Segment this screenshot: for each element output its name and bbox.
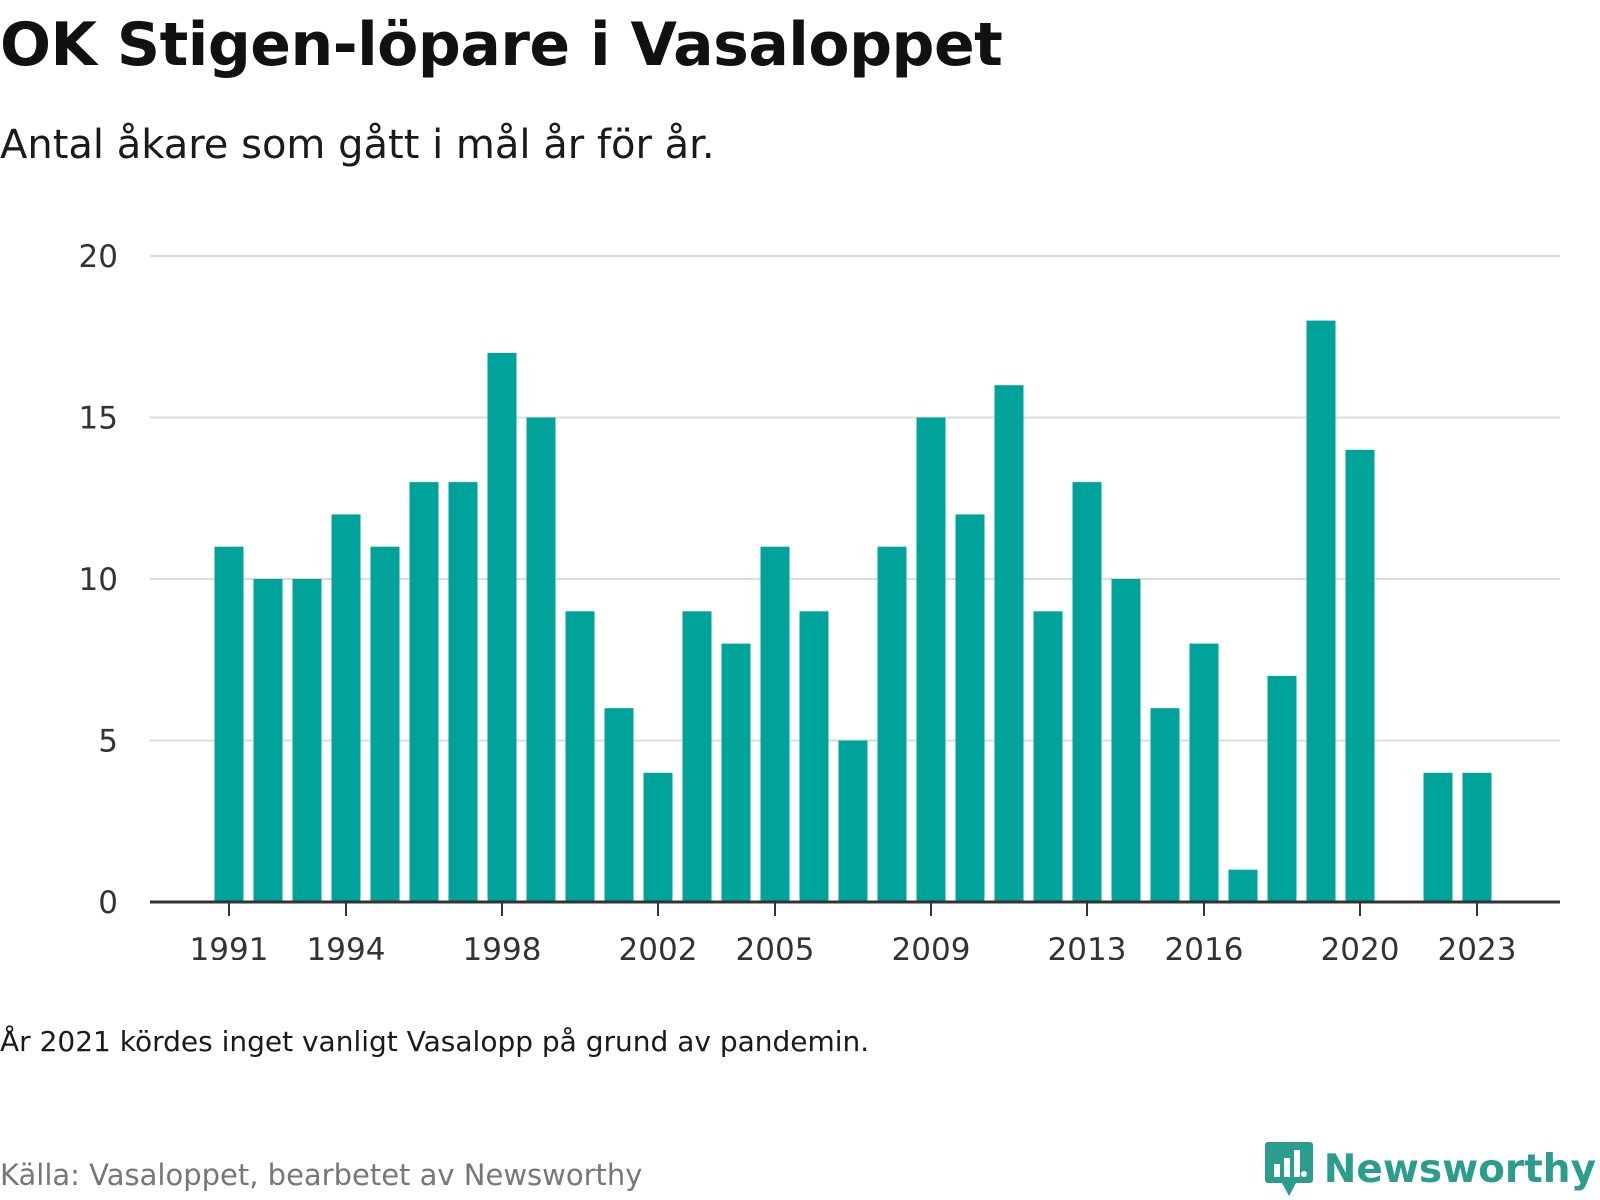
bar-2008 [877, 546, 907, 902]
x-tick-label-2016: 2016 [1165, 932, 1244, 960]
bar-1991 [214, 546, 244, 902]
bar-1999 [526, 417, 556, 902]
bar-2014 [1111, 579, 1141, 902]
bar-2023 [1462, 772, 1492, 902]
bar-2020 [1345, 449, 1375, 902]
newsworthy-logo: Newsworthy [1264, 1140, 1596, 1198]
y-tick-label-5: 5 [98, 724, 118, 760]
bar-2015 [1150, 708, 1180, 902]
y-tick-label-15: 15 [79, 401, 118, 437]
bar-2011 [994, 385, 1024, 902]
x-tick-label-2020: 2020 [1321, 932, 1400, 960]
x-tick-label-1998: 1998 [463, 932, 542, 960]
bar-1993 [292, 579, 322, 902]
logo-text: Newsworthy [1323, 1146, 1596, 1192]
bar-2012 [1033, 611, 1063, 902]
x-tick-label-2023: 2023 [1438, 932, 1517, 960]
bar-2007 [838, 740, 868, 902]
bar-2001 [604, 708, 634, 902]
bar-2018 [1267, 675, 1297, 902]
chart-subtitle: Antal åkare som gått i mål år för år. [0, 122, 715, 168]
bar-2009 [916, 417, 946, 902]
bar-2013 [1072, 482, 1102, 902]
bar-2006 [799, 611, 829, 902]
newsworthy-logo-icon [1264, 1142, 1313, 1196]
chart-title: OK Stigen-löpare i Vasaloppet [0, 10, 1003, 80]
x-tick-label-2013: 2013 [1048, 932, 1127, 960]
bar-2010 [955, 514, 985, 902]
bar-2005 [760, 546, 790, 902]
bar-2004 [721, 643, 751, 902]
x-tick-label-2002: 2002 [619, 932, 698, 960]
bar-2003 [682, 611, 712, 902]
bar-1992 [253, 579, 283, 902]
x-tick-label-2009: 2009 [892, 932, 971, 960]
bar-1995 [370, 546, 400, 902]
source-text: Källa: Vasaloppet, bearbetet av Newswort… [0, 1158, 643, 1192]
x-tick-label-2005: 2005 [736, 932, 815, 960]
x-tick-label-1994: 1994 [307, 932, 386, 960]
bar-2016 [1189, 643, 1219, 902]
x-tick-label-1991: 1991 [190, 932, 269, 960]
y-tick-label-0: 0 [98, 885, 118, 921]
bar-1994 [331, 514, 361, 902]
footnote: År 2021 kördes inget vanligt Vasalopp på… [0, 1025, 870, 1058]
y-tick-label-20: 20 [79, 239, 118, 275]
bar-1998 [487, 352, 517, 902]
bar-2017 [1228, 869, 1258, 902]
bar-1997 [448, 482, 478, 902]
bar-1996 [409, 482, 439, 902]
bar-chart: 0 5 10 15 20 1991 1994 1998 2002 2005 2009 2013 2016… [79, 239, 1560, 960]
bar-2019 [1306, 320, 1336, 903]
bar-2022 [1423, 772, 1453, 902]
bar-2000 [565, 611, 595, 902]
bar-2002 [643, 772, 673, 902]
y-tick-label-10: 10 [79, 562, 118, 598]
